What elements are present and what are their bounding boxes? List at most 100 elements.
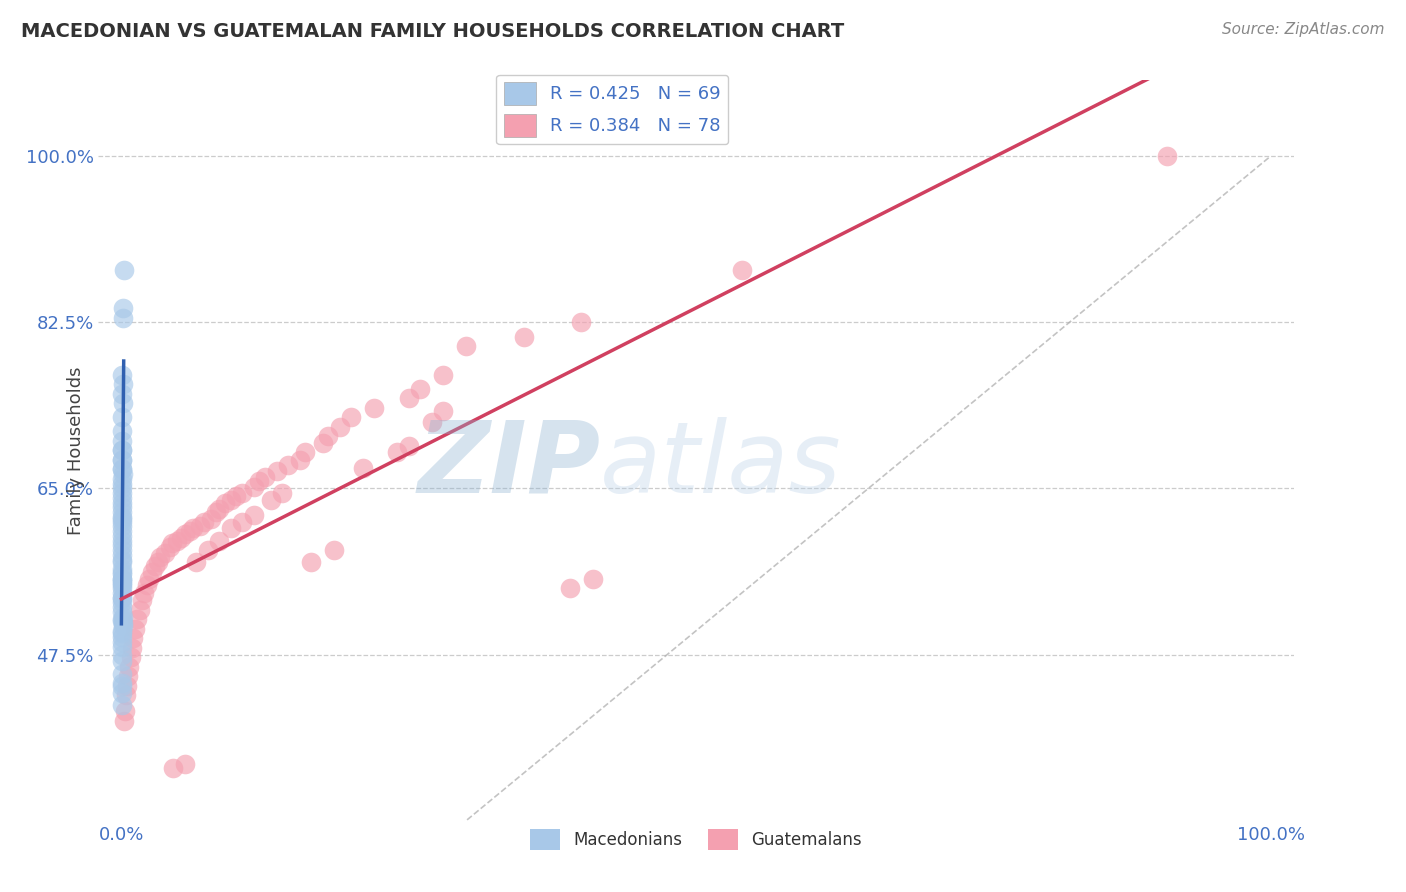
Point	[131, 593, 153, 607]
Point	[260, 492, 283, 507]
Point	[111, 591, 134, 605]
Point	[179, 524, 201, 538]
Point	[208, 533, 231, 548]
Point	[111, 443, 134, 458]
Point	[398, 439, 420, 453]
Point	[112, 714, 135, 728]
Y-axis label: Family Households: Family Households	[66, 367, 84, 534]
Point	[111, 462, 134, 476]
Point	[340, 410, 363, 425]
Point	[111, 377, 134, 392]
Point	[127, 612, 149, 626]
Point	[316, 429, 339, 443]
Point	[121, 640, 143, 655]
Point	[170, 531, 193, 545]
Point	[166, 533, 188, 548]
Point	[512, 329, 534, 343]
Point	[111, 635, 134, 649]
Point	[398, 391, 420, 405]
Point	[111, 640, 134, 654]
Point	[111, 410, 134, 425]
Point	[111, 467, 134, 482]
Point	[271, 486, 294, 500]
Text: Source: ZipAtlas.com: Source: ZipAtlas.com	[1222, 22, 1385, 37]
Point	[111, 576, 134, 591]
Point	[111, 533, 134, 548]
Point	[111, 556, 134, 570]
Point	[294, 445, 316, 459]
Point	[111, 453, 134, 467]
Point	[111, 472, 134, 486]
Point	[111, 519, 134, 533]
Point	[197, 543, 219, 558]
Point	[111, 591, 134, 605]
Point	[138, 572, 160, 586]
Point	[208, 502, 231, 516]
Point	[134, 586, 156, 600]
Point	[432, 403, 454, 417]
Point	[111, 509, 134, 524]
Point	[141, 565, 163, 579]
Point	[111, 616, 134, 631]
Point	[153, 546, 176, 560]
Point	[329, 419, 352, 434]
Text: MACEDONIAN VS GUATEMALAN FAMILY HOUSEHOLDS CORRELATION CHART: MACEDONIAN VS GUATEMALAN FAMILY HOUSEHOL…	[21, 22, 845, 41]
Point	[111, 605, 134, 619]
Point	[111, 486, 134, 500]
Point	[420, 415, 443, 429]
Point	[111, 581, 134, 595]
Point	[254, 470, 277, 484]
Point	[111, 538, 134, 552]
Point	[111, 565, 134, 579]
Point	[200, 512, 222, 526]
Point	[159, 541, 181, 555]
Point	[162, 761, 184, 775]
Point	[111, 500, 134, 515]
Point	[432, 368, 454, 382]
Legend: Macedonians, Guatemalans: Macedonians, Guatemalans	[523, 822, 869, 856]
Point	[111, 572, 134, 586]
Point	[111, 310, 134, 325]
Point	[111, 648, 134, 662]
Point	[204, 505, 226, 519]
Point	[111, 543, 134, 558]
Point	[219, 521, 242, 535]
Point	[111, 612, 134, 626]
Point	[111, 578, 134, 592]
Point	[288, 453, 311, 467]
Point	[173, 756, 195, 771]
Point	[385, 445, 409, 459]
Point	[111, 548, 134, 562]
Point	[143, 559, 166, 574]
Point	[120, 650, 142, 665]
Point	[184, 556, 207, 570]
Point	[456, 339, 478, 353]
Point	[111, 425, 134, 439]
Point	[111, 572, 134, 586]
Point	[173, 527, 195, 541]
Point	[148, 556, 170, 570]
Point	[124, 622, 146, 636]
Point	[193, 515, 215, 529]
Point	[569, 315, 592, 329]
Point	[277, 458, 299, 472]
Point	[111, 574, 134, 589]
Point	[214, 496, 236, 510]
Point	[135, 578, 157, 592]
Point	[247, 474, 270, 488]
Point	[117, 669, 139, 683]
Point	[111, 512, 134, 526]
Point	[111, 552, 134, 566]
Point	[111, 609, 134, 624]
Point	[111, 443, 134, 458]
Point	[111, 631, 134, 645]
Point	[111, 301, 134, 315]
Point	[111, 434, 134, 448]
Point	[111, 615, 134, 629]
Point	[1156, 149, 1178, 163]
Point	[111, 496, 134, 510]
Point	[115, 689, 138, 703]
Point	[111, 595, 134, 609]
Point	[111, 654, 134, 668]
Point	[266, 464, 288, 478]
